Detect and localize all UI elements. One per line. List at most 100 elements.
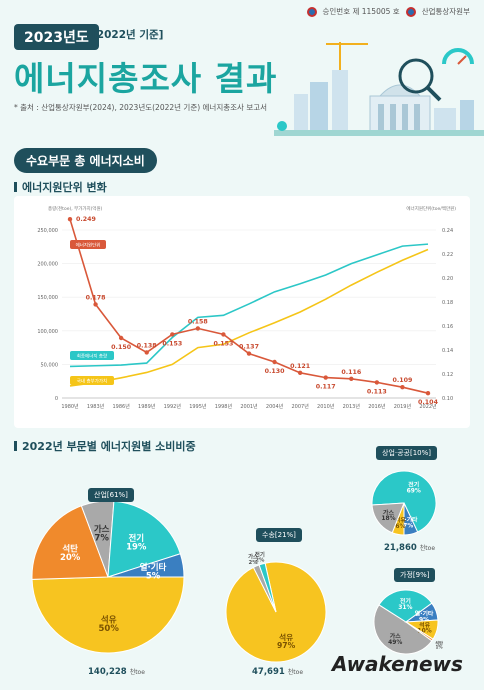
data-point (272, 359, 277, 365)
slice-label: 석탄 (435, 639, 443, 646)
data-point (297, 370, 303, 375)
slice-label: 열·기타 (415, 609, 434, 617)
y-tick-right: 0.12 (442, 372, 453, 378)
slice-value: 20% (60, 553, 81, 563)
pie-slice (31, 576, 185, 654)
x-tick: 1986년 (112, 403, 130, 410)
slice-value: 69% (407, 487, 421, 494)
data-label: 0.117 (316, 384, 336, 391)
data-label: 0.113 (367, 388, 387, 395)
industry-total-unit: 천toe (129, 669, 145, 676)
pie-commercial-total: 21,860 천toe (384, 543, 435, 553)
slice-value: 18% (381, 515, 395, 522)
x-tick: 2007년 (291, 403, 309, 410)
pie-slice (405, 621, 434, 642)
government-seal-icon (306, 6, 317, 17)
y-tick-left: 250,000 (37, 228, 58, 234)
transport-total-value: 47,691 (252, 667, 285, 677)
right-axis-note: 에너지원단위(toe/백만원) (406, 207, 456, 212)
transport-total-unit: 천toe (287, 669, 304, 676)
data-label: 0.178 (86, 294, 106, 301)
data-label: 0.116 (341, 369, 362, 376)
chart-card (14, 196, 470, 428)
series-tag: 최종에너지 총량 (77, 352, 107, 359)
pie-commercial-title: 상업·공공[10%] (376, 446, 438, 460)
data-label: 0.153 (213, 340, 233, 347)
data-point (246, 351, 252, 356)
data-point (67, 217, 73, 222)
left-axis-note: 총량(천toe), 부가가치(억원) (48, 207, 103, 212)
slice-value: 7% (403, 523, 413, 530)
city-illustration (274, 42, 484, 136)
slice-label: 전기 (400, 597, 411, 605)
pie-household-title: 가정[9%] (394, 568, 436, 582)
data-point (400, 385, 405, 390)
data-label: 0.150 (111, 344, 132, 351)
year-badge: 2023년도 (14, 24, 99, 50)
y-tick-right: 0.16 (442, 324, 453, 330)
data-point (349, 376, 354, 381)
y-tick-right: 0.18 (442, 300, 453, 306)
commercial-total-value: 21,860 (384, 543, 417, 553)
slice-value: 6% (395, 523, 405, 530)
pie-industry-total: 140,228 천toe (88, 667, 145, 677)
slice-label: 전기 (128, 533, 144, 544)
section-pill-demand: 수요부문 총 에너지소비 (14, 148, 157, 173)
slice-value: 31% (398, 604, 412, 611)
y-tick-right: 0.14 (442, 348, 453, 354)
source-note: * 출처 : 산업통상자원부(2024), 2023년도(2022년 기준) 에… (14, 103, 268, 112)
slice-label: 가스 (390, 632, 401, 640)
pie-slice (373, 604, 433, 655)
x-tick: 2010년 (317, 403, 335, 410)
y-tick-left: 0 (55, 396, 58, 402)
pie-slice (378, 589, 433, 623)
data-point (195, 326, 201, 331)
slice-value: 9% (419, 616, 429, 623)
series-tag-bg (70, 240, 106, 249)
x-tick: 1992년 (164, 403, 182, 410)
page-title: 에너지총조사 결과 (14, 59, 278, 98)
y-tick-left: 50,000 (41, 362, 59, 368)
data-point (425, 391, 431, 396)
slice-label: 석유 (101, 615, 117, 626)
series-tag: 국내 총부가가치 (77, 377, 107, 384)
pie-industry-title: 산업[61%] (88, 488, 134, 502)
slice-value: 50% (99, 624, 120, 634)
data-label: 0.130 (265, 368, 286, 375)
slice-label: 가스 (248, 553, 258, 561)
pie-slice (107, 553, 185, 578)
ministry-logo-icon (405, 6, 416, 17)
slice-value: 49% (388, 639, 402, 646)
data-point (93, 302, 98, 307)
x-tick: 2013년 (343, 403, 361, 410)
pie-transport-title: 수송[21%] (256, 528, 302, 542)
series-tag-bg (70, 351, 114, 360)
x-tick: 2019년 (394, 403, 412, 410)
x-tick: 2004년 (266, 403, 284, 410)
approval-header: 승인번호 제 115005 호 산업통상자원부 (306, 6, 470, 17)
slice-value: 2% (255, 558, 265, 564)
approval-number: 승인번호 제 115005 호 (322, 7, 400, 16)
section-heading-intensity: 에너지원단위 변화 (14, 179, 107, 195)
y-tick-left: 200,000 (37, 262, 58, 268)
data-point (144, 350, 149, 355)
x-tick: 1995년 (189, 403, 207, 410)
slice-value: 97% (277, 641, 296, 650)
data-label: 0.158 (188, 318, 208, 325)
x-tick: 1989년 (138, 403, 156, 410)
data-label: 0.249 (76, 216, 96, 223)
industry-total-value: 140,228 (88, 667, 127, 677)
section-heading-share: 2022년 부문별 에너지원별 소비비중 (14, 438, 196, 454)
y-tick-right: 0.20 (442, 276, 453, 282)
y-tick-right: 0.24 (442, 228, 453, 234)
series-line-2 (69, 248, 429, 387)
x-tick: 1998년 (215, 403, 233, 410)
slice-label: 가스 (383, 508, 394, 516)
x-tick: 1980년 (61, 403, 79, 410)
series-line-1 (69, 243, 429, 368)
data-label: 0.121 (290, 363, 310, 370)
slice-label: 열·기타 (399, 516, 418, 524)
y-tick-left: 100,000 (37, 329, 58, 335)
commercial-total-unit: 천toe (419, 545, 436, 552)
intensity-line-chart: 050,000100,000150,000200,000250,0000.100… (37, 216, 453, 410)
